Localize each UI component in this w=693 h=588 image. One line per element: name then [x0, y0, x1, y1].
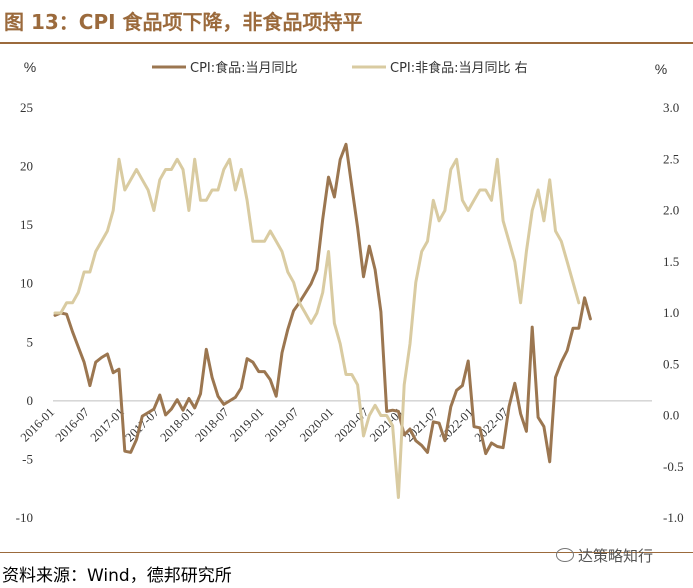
left-tick-label: 20: [20, 159, 33, 174]
x-tick-label: 2017-07: [123, 405, 162, 444]
left-tick-label: -10: [16, 510, 33, 525]
footer-divider: [0, 552, 693, 553]
x-tick-label: 2019-07: [262, 405, 301, 444]
right-tick-label: 1.0: [663, 305, 679, 320]
x-tick-label: 2016-01: [18, 405, 57, 444]
right-tick-label: 2.0: [663, 203, 679, 218]
x-tick-label: 2018-07: [192, 405, 231, 444]
source-note: 资料来源：Wind，德邦研究所: [2, 566, 232, 586]
left-tick-label: 25: [20, 100, 33, 115]
left-axis-unit: %: [24, 59, 36, 75]
title-divider: [0, 42, 693, 44]
left-tick-label: 0: [27, 393, 34, 408]
x-tick-label: 2019-01: [227, 405, 266, 444]
legend-label-food: CPI:食品:当月同比: [190, 60, 298, 76]
wechat-icon: [556, 548, 574, 562]
right-tick-label: 2.5: [663, 151, 679, 166]
right-tick-label: 0.0: [663, 408, 679, 423]
legend-label-nonfood: CPI:非食品:当月同比 右: [390, 60, 528, 76]
right-tick-label: -1.0: [663, 510, 684, 525]
right-tick-label: 0.5: [663, 356, 679, 371]
left-tick-label: 15: [20, 217, 33, 232]
watermark-text: 达策略知行: [578, 547, 654, 565]
right-tick-label: 3.0: [663, 100, 679, 115]
left-tick-label: 10: [20, 276, 33, 291]
x-tick-label: 2021-07: [402, 405, 441, 444]
series-nonfood-line: [53, 157, 581, 499]
left-tick-label: -5: [22, 451, 33, 466]
watermark: 达策略知行: [556, 545, 653, 566]
series-food-line: [53, 142, 592, 464]
left-tick-label: 5: [27, 334, 34, 349]
x-tick-label: 2016-07: [53, 405, 92, 444]
right-tick-label: -0.5: [663, 459, 684, 474]
x-tick-label: 2020-01: [297, 405, 336, 444]
chart-axes: % % 25 20 15 10 5 0 -5 -10 3.0 2.5 2.0 1.5 1.0 0.5 0.0 -0…: [16, 59, 684, 525]
right-tick-label: 1.5: [663, 254, 679, 269]
series-layer: [53, 142, 592, 499]
line-chart: % % 25 20 15 10 5 0 -5 -10 3.0 2.5 2.0 1.5 1.0 0.5 0.0 -0…: [16, 59, 684, 525]
right-axis-unit: %: [655, 61, 667, 77]
chart-legend: CPI:食品:当月同比 CPI:非食品:当月同比 右: [152, 60, 528, 76]
title-bar: 图 13：CPI 食品项下降，非食品项持平: [0, 0, 693, 44]
page-title: 图 13：CPI 食品项下降，非食品项持平: [4, 10, 363, 34]
